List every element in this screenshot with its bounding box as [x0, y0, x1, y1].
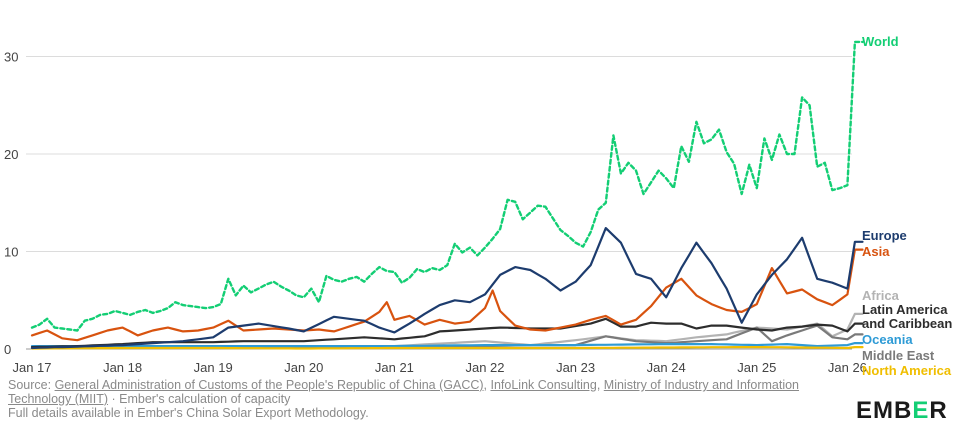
- legend-label-africa: Africa: [862, 288, 900, 303]
- logo-text-accent: E: [912, 397, 930, 424]
- legend-label-latin-america-and-caribbean: and Caribbean: [862, 316, 952, 331]
- logo-text-1: EMB: [856, 397, 913, 424]
- source-methodology-note: Full details available in Ember's China …: [8, 406, 369, 420]
- x-tick-label: Jan 26: [828, 360, 867, 375]
- y-tick-label-30: 30: [4, 50, 18, 65]
- y-tick-label-0: 0: [4, 342, 11, 357]
- logo-text-2: R: [929, 397, 948, 424]
- x-tick-label: Jan 24: [647, 360, 686, 375]
- legend-label-world: World: [862, 34, 899, 49]
- x-tick-label: Jan 20: [284, 360, 323, 375]
- x-tick-label: Jan 21: [375, 360, 414, 375]
- legend-label-asia: Asia: [862, 244, 890, 259]
- source-suffix: · Ember's calculation of capacity: [108, 392, 291, 406]
- series-line-asia: [30, 248, 864, 342]
- series-line-north-america: [30, 346, 864, 350]
- series-line-europe: [30, 227, 864, 350]
- source-prefix: Source:: [8, 378, 55, 392]
- y-axis-ticks: 0 10 20 30: [4, 50, 18, 358]
- x-tick-label: Jan 19: [194, 360, 233, 375]
- source-link-miit[interactable]: Ministry of Industry and Information Tec…: [8, 378, 800, 406]
- source-link-gacc[interactable]: General Administration of Customs of the…: [54, 378, 484, 392]
- source-note: Source: General Administration of Custom…: [8, 378, 828, 420]
- x-tick-label: Jan 25: [737, 360, 776, 375]
- y-tick-label-20: 20: [4, 147, 18, 162]
- series-line-world: [30, 40, 864, 332]
- x-tick-label: Jan 17: [12, 360, 51, 375]
- legend-label-middle-east: Middle East: [862, 348, 935, 363]
- x-tick-label: Jan 22: [465, 360, 504, 375]
- ember-logo: EMBER: [856, 397, 948, 425]
- source-link-infolink[interactable]: InfoLink Consulting: [490, 378, 597, 392]
- legend-label-oceania: Oceania: [862, 332, 913, 347]
- x-tick-label: Jan 18: [103, 360, 142, 375]
- y-tick-label-10: 10: [4, 245, 18, 260]
- legend-label-europe: Europe: [862, 228, 907, 243]
- legend-label-latin-america-and-caribbean: Latin America: [862, 302, 948, 317]
- source-sep-1: ,: [483, 378, 491, 392]
- x-axis-ticks: Jan 17 Jan 18 Jan 19 Jan 20 Jan 21 Jan 22 Jan …: [12, 360, 866, 375]
- legend-label-north-america: North America: [862, 363, 952, 378]
- series-line-oceania: [30, 342, 864, 348]
- x-tick-label: Jan 23: [556, 360, 595, 375]
- source-sep-2: ,: [596, 378, 604, 392]
- series-lines: [30, 40, 864, 350]
